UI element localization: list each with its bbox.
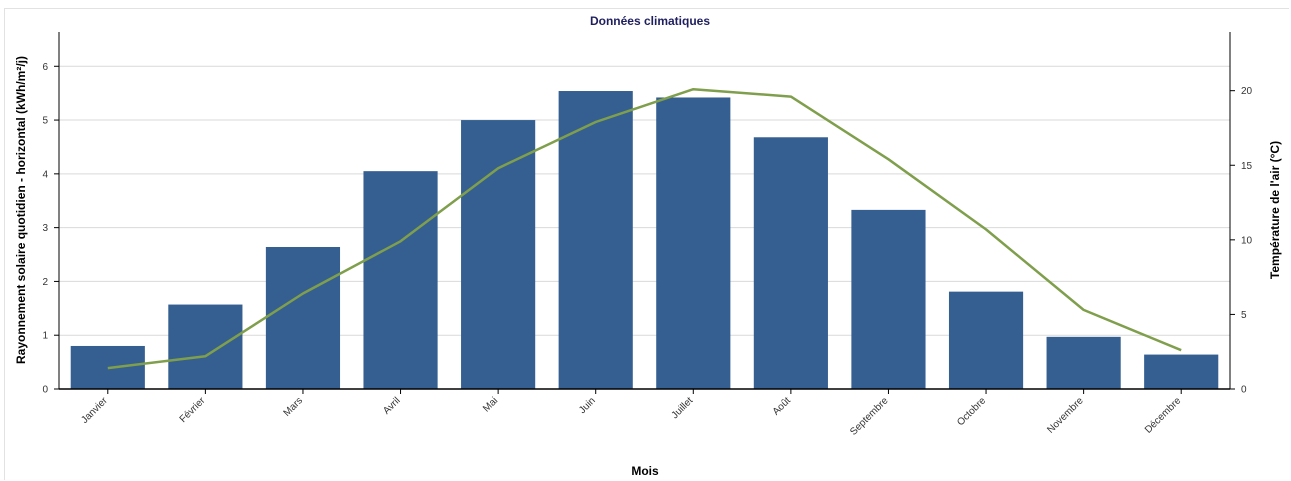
left-tick-label-2: 2 (42, 277, 48, 288)
x-tick-label-décembre: Décembre (1143, 395, 1184, 436)
right-tick-label-2: 10 (1241, 235, 1253, 246)
bar-series (70, 91, 1219, 390)
bar-mai (461, 120, 536, 389)
axes (58, 32, 1231, 390)
left-tick-label-0: 0 (42, 385, 48, 396)
chart-frame (4, 8, 1289, 480)
grid-lines (59, 65, 1230, 336)
bar-juin (558, 91, 633, 390)
left-tick-label-1: 1 (42, 331, 48, 342)
bar-novembre (1046, 336, 1121, 389)
right-axis-title: Température de l'air (°C) (1268, 141, 1282, 279)
x-tick-label-août: Août (771, 395, 793, 417)
left-tick-label-5: 5 (42, 116, 48, 127)
bar-avril (363, 171, 438, 389)
left-axis-ticks: 0 1 2 3 4 5 6 (42, 62, 59, 396)
x-tick-label-mai: Mai (481, 395, 500, 414)
x-tick-label-janvier: Janvier (79, 395, 110, 426)
bar-mars (265, 247, 341, 389)
right-tick-label-4: 20 (1241, 86, 1253, 97)
left-tick-label-4: 4 (42, 169, 48, 180)
x-axis-ticks: Janvier Février Mars Avril Mai Juin Juillet Aoû… (79, 389, 1184, 438)
left-tick-label-6: 6 (42, 62, 48, 73)
x-tick-label-novembre: Novembre (1045, 395, 1086, 436)
bar-août (753, 137, 828, 389)
bar-septembre (851, 209, 926, 389)
bar-juillet (656, 97, 731, 389)
x-tick-label-octobre: Octobre (955, 395, 988, 428)
right-tick-label-1: 5 (1241, 310, 1247, 321)
x-tick-label-septembre: Septembre (848, 395, 891, 438)
x-tick-label-juillet: Juillet (670, 395, 696, 421)
bar-décembre (1144, 354, 1219, 389)
right-tick-label-3: 15 (1241, 161, 1253, 172)
x-tick-label-juin: Juin (577, 395, 598, 416)
chart-title: Données climatiques (590, 14, 710, 28)
right-tick-label-0: 0 (1241, 385, 1247, 396)
temperature-line (107, 87, 1182, 370)
bar-février (168, 304, 243, 389)
x-tick-label-mars: Mars (282, 395, 306, 419)
bar-octobre (948, 291, 1024, 389)
x-tick-label-avril: Avril (381, 395, 402, 416)
right-axis-ticks: 0 5 10 15 20 (1230, 86, 1253, 396)
left-axis-title: Rayonnement solaire quotidien - horizont… (14, 56, 28, 364)
x-tick-label-février: Février (178, 395, 208, 425)
x-axis-title: Mois (631, 464, 659, 478)
line-series (107, 87, 1182, 370)
left-tick-label-3: 3 (42, 223, 48, 234)
